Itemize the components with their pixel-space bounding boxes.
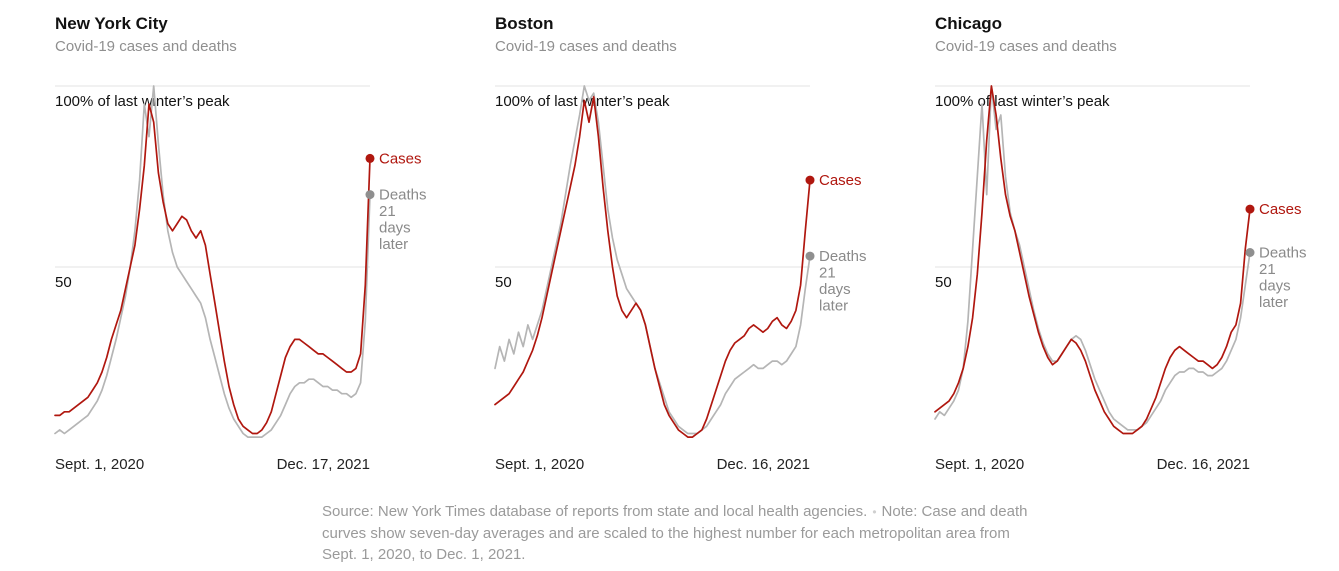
chart-plot-boston: 100% of last winter’s peak50CasesDeaths2…: [494, 85, 867, 438]
chart-title: Chicago: [935, 14, 1003, 33]
series-label-deaths: later: [379, 236, 408, 253]
series-endpoint-dot-deaths: [805, 251, 815, 261]
series-label-deaths: Deaths: [379, 187, 427, 204]
series-endpoint-dot-deaths: [365, 190, 375, 200]
chart-title: Boston: [495, 14, 554, 33]
series-line-cases: [934, 85, 1251, 435]
series-endpoint-dot-cases: [1245, 204, 1255, 214]
series-label-deaths: 21: [379, 203, 396, 220]
chart-subtitle: Covid-19 cases and deaths: [935, 38, 1117, 55]
small-multiples-row: New York City Covid-19 cases and deaths …: [54, 14, 1339, 473]
methodology-note: Note: Case and death curves show seven-d…: [322, 503, 1028, 563]
series-label-deaths: days: [1259, 278, 1291, 295]
x-axis-start-label: Sept. 1, 2020: [935, 456, 1025, 473]
x-axis: Sept. 1, 2020 Dec. 16, 2021: [935, 456, 1250, 473]
series-label-deaths: 21: [1259, 261, 1276, 278]
chart-plot-chicago: 100% of last winter’s peak 50 Cases Deaths2…: [934, 85, 1307, 435]
series-label-deaths: 21: [819, 265, 836, 282]
chart-boston: Boston Covid-19 cases and deaths 100% of…: [494, 14, 875, 473]
x-axis: Sept. 1, 2020 Dec. 16, 2021: [495, 456, 810, 473]
x-axis-end-label: Dec. 16, 2021: [716, 456, 810, 473]
footnote-separator-icon: •: [872, 505, 877, 519]
series-line-deaths: [494, 85, 811, 435]
chart-subtitle: Covid-19 cases and deaths: [55, 38, 237, 55]
series-label-deaths: days: [819, 281, 851, 298]
series-label-deaths: days: [379, 220, 411, 237]
chart-title: New York City: [55, 14, 168, 33]
series-label-cases: Cases: [1259, 201, 1302, 218]
chart-plot-new-york-city: 100% of last winter’s peak 50 Cases Deaths2…: [54, 85, 427, 438]
series-label-deaths: Deaths: [1259, 245, 1307, 262]
chart-chicago: Chicago Covid-19 cases and deaths 100% o…: [934, 14, 1315, 473]
series-endpoint-dot-cases: [365, 153, 375, 163]
x-axis: Sept. 1, 2020 Dec. 17, 2021: [55, 456, 370, 473]
series-line-deaths: [934, 85, 1251, 431]
series-line-deaths: [54, 85, 371, 438]
series-label-deaths: later: [1259, 294, 1288, 311]
x-axis-start-label: Sept. 1, 2020: [495, 456, 585, 473]
series-endpoint-dot-deaths: [1245, 248, 1255, 257]
gridline-label: 100% of last winter’s peak: [55, 93, 230, 110]
footnote: Source: New York Times database of repor…: [322, 501, 1034, 565]
gridline-label: 100% of last winter’s peak: [935, 93, 1110, 110]
source-note: Source: New York Times database of repor…: [322, 503, 868, 520]
x-axis-end-label: Dec. 16, 2021: [1156, 456, 1250, 473]
chart-subtitle: Covid-19 cases and deaths: [495, 38, 677, 55]
series-label-deaths: later: [819, 298, 848, 315]
series-line-cases: [494, 96, 811, 438]
gridline-label: 50: [495, 274, 512, 291]
series-label-deaths: Deaths: [819, 248, 867, 265]
series-label-cases: Cases: [819, 172, 862, 189]
x-axis-start-label: Sept. 1, 2020: [55, 456, 145, 473]
series-line-cases: [54, 103, 371, 435]
series-label-cases: Cases: [379, 150, 422, 167]
gridline-label: 50: [55, 274, 72, 291]
gridline-label: 50: [935, 274, 952, 291]
x-axis-end-label: Dec. 17, 2021: [276, 456, 370, 473]
chart-new-york-city: New York City Covid-19 cases and deaths …: [54, 14, 435, 473]
series-endpoint-dot-cases: [805, 175, 815, 185]
